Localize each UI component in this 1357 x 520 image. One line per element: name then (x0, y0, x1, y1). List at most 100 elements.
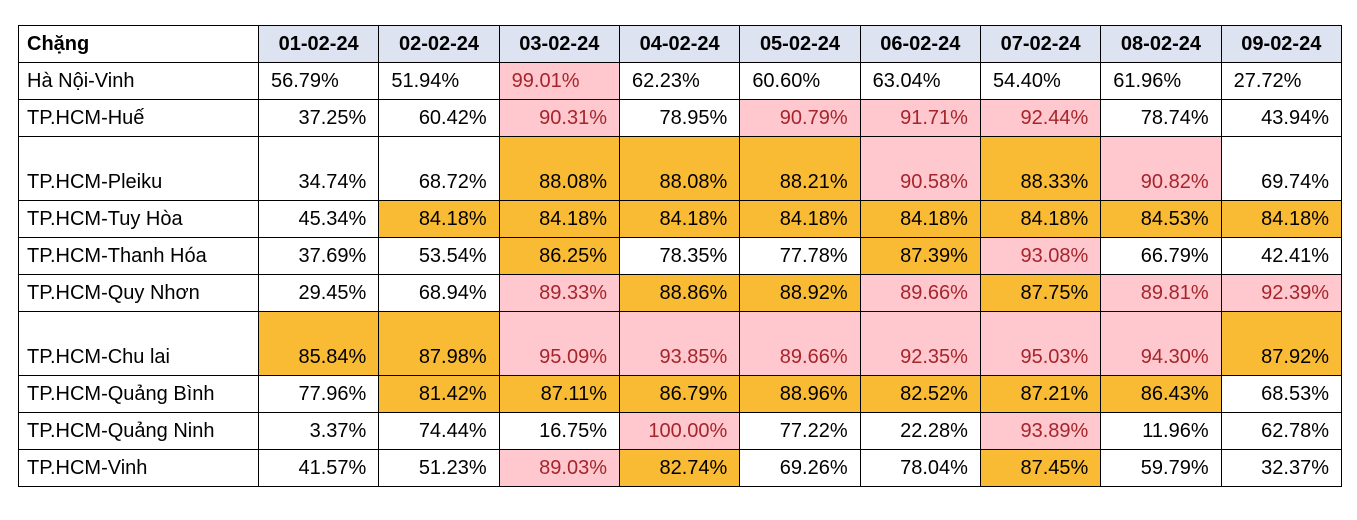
header-cell: 02-02-24 (378, 25, 500, 63)
value-cell: 45.34% (257, 200, 380, 238)
value-cell: 43.94% (1220, 99, 1343, 137)
value-cell: 99.01% (498, 62, 620, 100)
row-label: TP.HCM-Vinh (18, 449, 259, 487)
value-cell: 94.30% (1100, 311, 1222, 376)
value-cell: 37.25% (257, 99, 380, 137)
value-cell: 32.37% (1220, 449, 1343, 487)
value-cell: 54.40% (979, 62, 1102, 100)
table-row: TP.HCM-Tuy Hòa 45.34% 84.18% 84.18% 84.18% 84… (18, 200, 1343, 238)
value-cell: 51.23% (378, 449, 500, 487)
value-cell: 82.74% (618, 449, 741, 487)
table-row: TP.HCM-Pleiku 34.74% 68.72% 88.08% 88.08% 88.… (18, 136, 1343, 201)
value-cell: 86.43% (1100, 375, 1222, 413)
value-cell: 89.66% (739, 311, 861, 376)
value-cell: 84.18% (979, 200, 1102, 238)
row-label: TP.HCM-Thanh Hóa (18, 237, 259, 275)
value-cell: 89.81% (1100, 274, 1222, 312)
value-cell: 68.72% (378, 136, 500, 201)
header-cell: 06-02-24 (859, 25, 981, 63)
value-cell: 87.39% (859, 237, 981, 275)
table-row: TP.HCM-Thanh Hóa 37.69% 53.54% 86.25% 78.35%… (18, 237, 1343, 275)
value-cell: 16.75% (498, 412, 620, 450)
value-cell: 90.82% (1100, 136, 1222, 201)
value-cell: 60.60% (739, 62, 861, 100)
value-cell: 90.31% (498, 99, 620, 137)
row-label: Hà Nội-Vinh (18, 62, 259, 100)
value-cell: 41.57% (257, 449, 380, 487)
value-cell: 77.78% (739, 237, 861, 275)
value-cell: 78.74% (1100, 99, 1222, 137)
value-cell: 91.71% (859, 99, 981, 137)
value-cell: 86.79% (618, 375, 741, 413)
row-label: TP.HCM-Chu lai (18, 311, 259, 376)
header-row: Chặng 01-02-24 02-02-24 03-02-24 04-02-24 05-… (18, 25, 1343, 63)
value-cell: 92.35% (859, 311, 981, 376)
value-cell: 69.74% (1220, 136, 1343, 201)
value-cell: 62.78% (1220, 412, 1343, 450)
value-cell: 95.09% (498, 311, 620, 376)
value-cell: 88.21% (739, 136, 861, 201)
value-cell: 84.53% (1100, 200, 1222, 238)
value-cell: 77.22% (739, 412, 861, 450)
value-cell: 56.79% (257, 62, 380, 100)
value-cell: 27.72% (1220, 62, 1343, 100)
value-cell: 89.66% (859, 274, 981, 312)
value-cell: 42.41% (1220, 237, 1343, 275)
value-cell: 53.54% (378, 237, 500, 275)
value-cell: 87.45% (979, 449, 1102, 487)
table-row: TP.HCM-Quảng Bình 77.96% 81.42% 87.11% 86.79… (18, 375, 1343, 413)
value-cell: 85.84% (257, 311, 380, 376)
row-label: TP.HCM-Tuy Hòa (18, 200, 259, 238)
value-cell: 90.58% (859, 136, 981, 201)
table-row: Hà Nội-Vinh 56.79% 51.94% 99.01% 62.23% 60.60… (18, 62, 1343, 100)
value-cell: 93.89% (979, 412, 1102, 450)
table-row: TP.HCM-Quy Nhơn 29.45% 68.94% 89.33% 88.86% 8… (18, 274, 1343, 312)
value-cell: 68.53% (1220, 375, 1343, 413)
table-row: TP.HCM-Vinh 41.57% 51.23% 89.03% 82.74% 69.26… (18, 449, 1343, 487)
value-cell: 62.23% (618, 62, 741, 100)
value-cell: 86.25% (498, 237, 620, 275)
value-cell: 84.18% (739, 200, 861, 238)
value-cell: 87.21% (979, 375, 1102, 413)
value-cell: 11.96% (1100, 412, 1222, 450)
row-label: TP.HCM-Pleiku (18, 136, 259, 201)
row-label: TP.HCM-Quy Nhơn (18, 274, 259, 312)
header-cell: Chặng (18, 25, 259, 63)
value-cell: 90.79% (739, 99, 861, 137)
value-cell: 88.96% (739, 375, 861, 413)
value-cell: 51.94% (378, 62, 500, 100)
header-cell: 05-02-24 (739, 25, 861, 63)
value-cell: 84.18% (498, 200, 620, 238)
header-cell: 04-02-24 (618, 25, 741, 63)
value-cell: 92.44% (979, 99, 1102, 137)
value-cell: 34.74% (257, 136, 380, 201)
value-cell: 89.03% (498, 449, 620, 487)
value-cell: 88.08% (498, 136, 620, 201)
value-cell: 81.42% (378, 375, 500, 413)
value-cell: 88.86% (618, 274, 741, 312)
value-cell: 66.79% (1100, 237, 1222, 275)
table-row: TP.HCM-Chu lai 85.84% 87.98% 95.09% 93.85% 89… (18, 311, 1343, 376)
value-cell: 22.28% (859, 412, 981, 450)
value-cell: 61.96% (1100, 62, 1222, 100)
value-cell: 88.92% (739, 274, 861, 312)
value-cell: 84.18% (378, 200, 500, 238)
header-cell: 03-02-24 (498, 25, 620, 63)
header-cell: 07-02-24 (979, 25, 1102, 63)
data-table: Chặng 01-02-24 02-02-24 03-02-24 04-02-24 05-… (18, 25, 1343, 487)
value-cell: 82.52% (859, 375, 981, 413)
value-cell: 88.33% (979, 136, 1102, 201)
value-cell: 89.33% (498, 274, 620, 312)
value-cell: 78.35% (618, 237, 741, 275)
value-cell: 87.11% (498, 375, 620, 413)
header-cell: 08-02-24 (1100, 25, 1222, 63)
value-cell: 84.18% (859, 200, 981, 238)
value-cell: 77.96% (257, 375, 380, 413)
value-cell: 84.18% (618, 200, 741, 238)
row-label: TP.HCM-Huế (18, 99, 259, 137)
value-cell: 87.92% (1220, 311, 1343, 376)
value-cell: 100.00% (618, 412, 741, 450)
value-cell: 60.42% (378, 99, 500, 137)
table-row: TP.HCM-Quảng Ninh 3.37% 74.44% 16.75% 100.00… (18, 412, 1343, 450)
